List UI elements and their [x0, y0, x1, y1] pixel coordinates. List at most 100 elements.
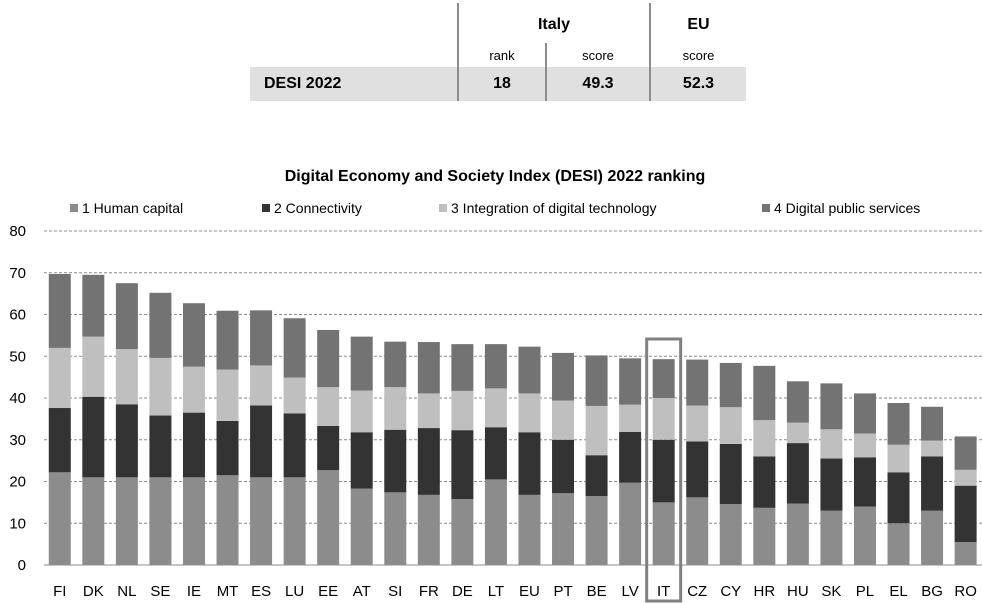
bar-segment-ES-s3	[250, 365, 273, 406]
bar-segment-NL-s1	[115, 477, 138, 565]
bar-segment-PT-s4	[552, 352, 575, 401]
x-tick-label-BE: BE	[587, 583, 607, 600]
x-tick-label-SK: SK	[821, 583, 841, 600]
bar-segment-CY-s1	[719, 504, 742, 565]
y-axis: 0 10 20 30 40 50 60 70 80	[9, 223, 26, 574]
chart-legend: 1 Human capital 2 Connectivity 3 Integrati…	[70, 200, 920, 216]
bar-segment-DE-s1	[451, 499, 474, 565]
bar-segment-DK-s1	[82, 477, 105, 565]
bar-segment-MT-s2	[216, 420, 239, 476]
bar-segment-NL-s4	[115, 283, 138, 350]
x-tick-label-IE: IE	[187, 583, 201, 600]
bar-segment-RO-s3	[954, 469, 977, 486]
x-tick-label-NL: NL	[117, 583, 136, 600]
eu-score-column-header: score	[649, 43, 746, 67]
legend-swatch	[70, 204, 78, 212]
legend-label: 4 Digital public services	[774, 200, 920, 216]
bar-segment-EU-s4	[518, 346, 541, 394]
bar-segment-AT-s2	[350, 432, 373, 489]
bar-segment-LV-s4	[619, 358, 642, 405]
eu-header: EU	[649, 3, 746, 43]
bar-segment-DK-s4	[82, 274, 105, 337]
x-tick-label-HU: HU	[787, 583, 809, 600]
bar-segment-FR-s4	[417, 342, 440, 394]
bar-segment-AT-s3	[350, 390, 373, 433]
legend-label: 3 Integration of digital technology	[451, 200, 656, 216]
bar-segment-DE-s4	[451, 344, 474, 391]
y-tick-label: 0	[18, 557, 26, 574]
y-tick-label: 40	[9, 390, 26, 407]
x-tick-label-BG: BG	[921, 583, 943, 600]
bar-segment-BE-s3	[585, 405, 608, 456]
bar-segment-BG-s3	[921, 440, 944, 457]
bar-segment-LU-s4	[283, 318, 306, 378]
bar-segment-PL-s3	[853, 433, 876, 458]
x-tick-label-AT: AT	[353, 583, 371, 600]
italy-header: Italy	[457, 3, 650, 43]
x-tick-label-EE: EE	[318, 583, 338, 600]
bar-segment-BG-s4	[921, 406, 944, 441]
bar-segment-NL-s2	[115, 404, 138, 478]
y-tick-label: 30	[9, 432, 26, 449]
eu-score-value: 52.3	[649, 67, 746, 101]
bar-segment-IT-s3	[652, 398, 675, 440]
bar-segment-LT-s1	[484, 479, 507, 565]
highlight-frame	[645, 337, 683, 603]
bar-segment-HR-s2	[753, 456, 776, 508]
x-tick-label-MT: MT	[217, 583, 239, 600]
x-tick-label-PT: PT	[553, 583, 572, 600]
bar-segment-FR-s3	[417, 393, 440, 429]
bar-segment-FR-s1	[417, 494, 440, 565]
bar-segment-IT-s1	[652, 502, 675, 565]
bar-segment-LU-s3	[283, 377, 306, 414]
highlight-box	[645, 337, 683, 603]
bar-segment-HU-s3	[786, 422, 809, 444]
y-tick-label: 20	[9, 474, 26, 491]
bar-segment-IT-s2	[652, 439, 675, 503]
y-tick-label: 10	[9, 515, 26, 532]
bar-segment-ES-s1	[250, 477, 273, 565]
x-tick-label-FR: FR	[419, 583, 439, 600]
bar-segment-RO-s1	[954, 542, 977, 565]
x-axis: FI DK NL SE IE MT ES LU EE AT SI FR DE LT EU PT BE LV IT CZ…	[53, 583, 977, 600]
bar-segment-PT-s3	[552, 400, 575, 440]
bar-segment-DK-s3	[82, 336, 105, 397]
bar-segment-HU-s2	[786, 443, 809, 504]
bar-segment-AT-s4	[350, 336, 373, 391]
bar-segment-BG-s1	[921, 510, 944, 565]
bar-segment-FI-s4	[48, 274, 71, 348]
italy-rank-value: 18	[457, 67, 546, 101]
bar-segment-CZ-s3	[686, 405, 709, 442]
italy-score-column-header: score	[545, 43, 650, 67]
y-tick-label: 70	[9, 265, 26, 282]
bar-segment-EU-s2	[518, 432, 541, 495]
bar-segment-EE-s1	[317, 470, 340, 565]
legend-label: 1 Human capital	[82, 200, 183, 216]
bar-segment-ES-s4	[250, 310, 273, 366]
bar-segment-HR-s4	[753, 365, 776, 421]
row-label: DESI 2022	[250, 67, 458, 101]
bar-segment-IE-s1	[182, 477, 205, 565]
y-tick-label: 80	[9, 223, 26, 240]
bar-segment-AT-s1	[350, 488, 373, 565]
bar-segment-LT-s2	[484, 427, 507, 480]
bar-segment-LV-s2	[619, 431, 642, 483]
bar-segment-SK-s1	[820, 510, 843, 565]
bar-segment-LV-s3	[619, 404, 642, 432]
bar-segment-EE-s4	[317, 329, 340, 388]
bar-segment-EU-s3	[518, 393, 541, 433]
bar-segment-LU-s1	[283, 477, 306, 565]
bar-segment-LT-s4	[484, 344, 507, 389]
legend-swatch	[262, 204, 270, 212]
rank-column-header: rank	[457, 43, 546, 67]
bar-segment-NL-s3	[115, 349, 138, 405]
x-tick-label-LU: LU	[285, 583, 304, 600]
bar-segment-SI-s4	[384, 341, 407, 388]
bar-segment-LV-s1	[619, 482, 642, 565]
bar-segment-SE-s2	[149, 415, 172, 478]
y-tick-label: 60	[9, 307, 26, 324]
bar-segment-SE-s3	[149, 357, 172, 416]
bar-segment-LT-s3	[484, 388, 507, 428]
bar-segment-CZ-s2	[686, 441, 709, 498]
bar-segment-HR-s1	[753, 507, 776, 565]
